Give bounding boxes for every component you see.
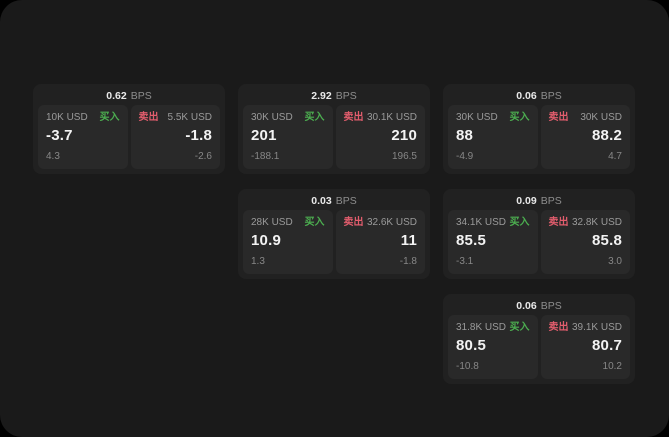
- sell-price: 210: [391, 127, 417, 144]
- quotes-grid: 0.62 BPS 10K USD 买入 -3.7 4.3 卖出 5.5K USD: [33, 84, 635, 384]
- sell-price: 80.7: [592, 337, 622, 354]
- quote-panels: 31.8K USD 买入 80.5 -10.8 卖出 39.1K USD 80.…: [443, 315, 635, 384]
- sell-side-label: 卖出: [548, 112, 569, 123]
- buy-side-label: 买入: [304, 112, 325, 123]
- bps-header: 0.09 BPS: [443, 189, 635, 210]
- quote-card-1: 0.62 BPS 10K USD 买入 -3.7 4.3 卖出 5.5K USD: [33, 84, 225, 174]
- sell-price: 88.2: [592, 127, 622, 144]
- buy-price: 85.5: [456, 232, 486, 249]
- bps-value: 0.09: [516, 195, 537, 207]
- buy-side-label: 买入: [509, 112, 530, 123]
- buy-price: 10.9: [251, 232, 281, 249]
- quote-card-4: 0.03 BPS 28K USD 买入 10.9 1.3 卖出 32.6K US…: [238, 189, 430, 279]
- sell-delta: -1.8: [399, 256, 417, 267]
- sell-notional: 39.1K USD: [571, 322, 622, 333]
- sell-delta: -2.6: [194, 151, 212, 162]
- buy-notional: 28K USD: [251, 217, 293, 228]
- buy-quote-panel[interactable]: 10K USD 买入 -3.7 4.3: [38, 105, 128, 169]
- buy-price: 80.5: [456, 337, 486, 354]
- bps-unit: BPS: [540, 300, 562, 312]
- buy-delta: -4.9: [456, 151, 474, 162]
- quote-panels: 30K USD 买入 88 -4.9 卖出 30K USD 88.2 4.7: [443, 105, 635, 174]
- bps-value: 0.06: [516, 90, 537, 102]
- bps-unit: BPS: [540, 90, 562, 102]
- sell-quote-panel[interactable]: 卖出 30.1K USD 210 196.5: [335, 105, 425, 169]
- sell-side-label: 卖出: [548, 217, 569, 228]
- quote-card-6: 0.06 BPS 31.8K USD 买入 80.5 -10.8 卖出 39.1…: [443, 294, 635, 384]
- sell-side-label: 卖出: [138, 112, 159, 123]
- buy-notional: 34.1K USD: [456, 217, 507, 228]
- sell-notional: 30K USD: [580, 112, 622, 123]
- buy-notional: 30K USD: [251, 112, 293, 123]
- quote-panels: 10K USD 买入 -3.7 4.3 卖出 5.5K USD -1.8 -2.…: [33, 105, 225, 174]
- buy-side-label: 买入: [509, 322, 530, 333]
- quote-card-5: 0.09 BPS 34.1K USD 买入 85.5 -3.1 卖出 32.8K…: [443, 189, 635, 279]
- sell-delta: 4.7: [608, 151, 622, 162]
- buy-side-label: 买入: [509, 217, 530, 228]
- buy-quote-panel[interactable]: 30K USD 买入 88 -4.9: [448, 105, 538, 169]
- sell-side-label: 卖出: [343, 112, 364, 123]
- sell-notional: 30.1K USD: [366, 112, 417, 123]
- quote-panels: 28K USD 买入 10.9 1.3 卖出 32.6K USD 11 -1.8: [238, 210, 430, 279]
- buy-delta: -188.1: [251, 151, 280, 162]
- bps-unit: BPS: [335, 195, 357, 207]
- sell-delta: 196.5: [391, 151, 417, 162]
- buy-quote-panel[interactable]: 31.8K USD 买入 80.5 -10.8: [448, 315, 538, 379]
- bps-value: 0.06: [516, 300, 537, 312]
- bps-value: 2.92: [311, 90, 332, 102]
- sell-quote-panel[interactable]: 卖出 32.8K USD 85.8 3.0: [540, 210, 630, 274]
- sell-quote-panel[interactable]: 卖出 39.1K USD 80.7 10.2: [540, 315, 630, 379]
- buy-delta: -10.8: [456, 361, 479, 372]
- bps-unit: BPS: [540, 195, 562, 207]
- buy-quote-panel[interactable]: 30K USD 买入 201 -188.1: [243, 105, 333, 169]
- buy-price: 88: [456, 127, 474, 144]
- sell-quote-panel[interactable]: 卖出 32.6K USD 11 -1.8: [335, 210, 425, 274]
- buy-notional: 31.8K USD: [456, 322, 507, 333]
- quote-panels: 30K USD 买入 201 -188.1 卖出 30.1K USD 210 1…: [238, 105, 430, 174]
- buy-delta: 1.3: [251, 256, 265, 267]
- bps-header: 2.92 BPS: [238, 84, 430, 105]
- bps-unit: BPS: [335, 90, 357, 102]
- bps-value: 0.03: [311, 195, 332, 207]
- sell-notional: 32.6K USD: [366, 217, 417, 228]
- buy-quote-panel[interactable]: 34.1K USD 买入 85.5 -3.1: [448, 210, 538, 274]
- quote-card-2: 2.92 BPS 30K USD 买入 201 -188.1 卖出 30.1K …: [238, 84, 430, 174]
- sell-side-label: 卖出: [343, 217, 364, 228]
- buy-delta: 4.3: [46, 151, 60, 162]
- buy-side-label: 买入: [304, 217, 325, 228]
- sell-side-label: 卖出: [548, 322, 569, 333]
- bps-header: 0.62 BPS: [33, 84, 225, 105]
- bps-value: 0.62: [106, 90, 127, 102]
- sell-price: 85.8: [592, 232, 622, 249]
- quote-panels: 34.1K USD 买入 85.5 -3.1 卖出 32.8K USD 85.8…: [443, 210, 635, 279]
- sell-quote-panel[interactable]: 卖出 5.5K USD -1.8 -2.6: [130, 105, 220, 169]
- buy-delta: -3.1: [456, 256, 474, 267]
- quote-card-3: 0.06 BPS 30K USD 买入 88 -4.9 卖出 30K USD: [443, 84, 635, 174]
- buy-side-label: 买入: [99, 112, 120, 123]
- sell-delta: 10.2: [602, 361, 622, 372]
- bps-header: 0.06 BPS: [443, 84, 635, 105]
- sell-quote-panel[interactable]: 卖出 30K USD 88.2 4.7: [540, 105, 630, 169]
- bps-unit: BPS: [130, 90, 152, 102]
- sell-price: 11: [400, 232, 417, 249]
- sell-price: -1.8: [185, 127, 212, 144]
- sell-delta: 3.0: [608, 256, 622, 267]
- buy-quote-panel[interactable]: 28K USD 买入 10.9 1.3: [243, 210, 333, 274]
- buy-notional: 10K USD: [46, 112, 88, 123]
- buy-price: -3.7: [46, 127, 73, 144]
- bps-header: 0.06 BPS: [443, 294, 635, 315]
- sell-notional: 5.5K USD: [167, 112, 212, 123]
- buy-notional: 30K USD: [456, 112, 498, 123]
- buy-price: 201: [251, 127, 277, 144]
- sell-notional: 32.8K USD: [571, 217, 622, 228]
- bps-header: 0.03 BPS: [238, 189, 430, 210]
